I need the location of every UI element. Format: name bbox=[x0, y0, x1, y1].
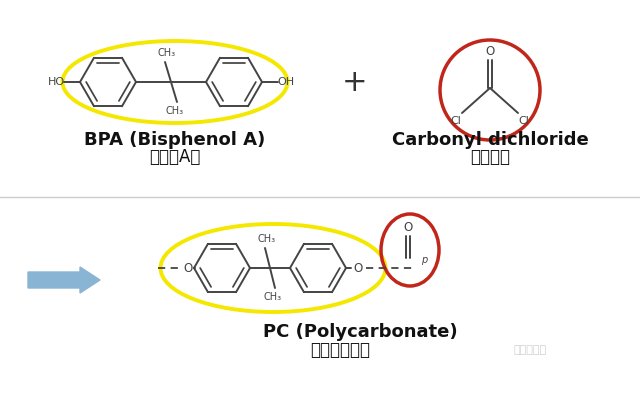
Text: OH: OH bbox=[277, 77, 294, 87]
Text: p: p bbox=[421, 255, 427, 265]
Text: O: O bbox=[353, 262, 363, 275]
Text: Cl: Cl bbox=[451, 116, 461, 126]
Text: HO: HO bbox=[47, 77, 65, 87]
FancyArrow shape bbox=[28, 267, 100, 293]
Text: CH₃: CH₃ bbox=[258, 234, 276, 244]
Text: Cl: Cl bbox=[518, 116, 529, 126]
Text: （光气）: （光气） bbox=[470, 148, 510, 166]
Text: （双酚A）: （双酚A） bbox=[149, 148, 201, 166]
Text: +: + bbox=[342, 67, 368, 97]
Text: O: O bbox=[184, 262, 193, 275]
Text: Carbonyl dichloride: Carbonyl dichloride bbox=[392, 131, 588, 149]
Text: CH₃: CH₃ bbox=[166, 106, 184, 116]
Text: 艾邦高分子: 艾邦高分子 bbox=[513, 345, 547, 355]
Text: O: O bbox=[403, 221, 413, 234]
Text: （聚碳酸酯）: （聚碳酸酯） bbox=[310, 341, 370, 359]
Text: O: O bbox=[485, 45, 495, 58]
Text: CH₃: CH₃ bbox=[264, 292, 282, 302]
Text: BPA (Bisphenol A): BPA (Bisphenol A) bbox=[84, 131, 266, 149]
Text: PC (Polycarbonate): PC (Polycarbonate) bbox=[262, 323, 458, 341]
Text: CH₃: CH₃ bbox=[158, 48, 176, 58]
